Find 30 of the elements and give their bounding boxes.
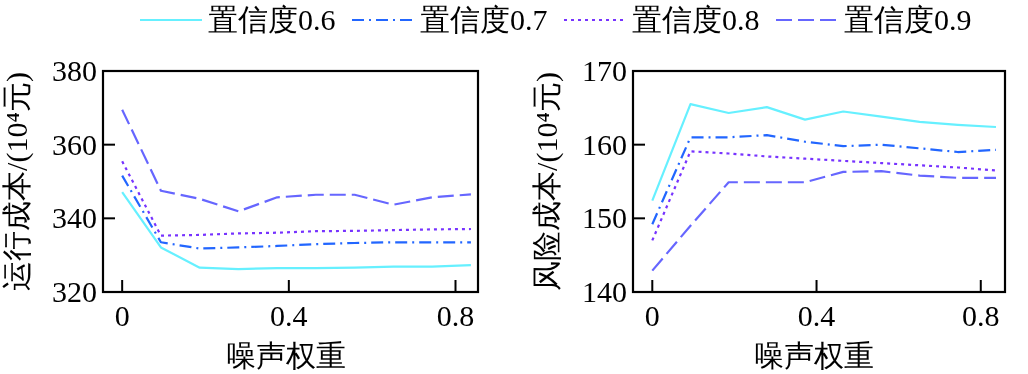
line-series [651, 150, 998, 242]
x-axis-title: 噪声权重 [225, 339, 346, 372]
line-series [651, 103, 998, 202]
x-tick-label: 0.4 [797, 299, 836, 332]
line-series [121, 160, 473, 237]
line-series [121, 108, 473, 213]
line-series [651, 133, 998, 226]
x-tick-label: 0.4 [270, 299, 308, 332]
y-axis-title: 运行成本/(10⁴元) [0, 72, 34, 291]
y-tick-label: 150 [582, 201, 627, 235]
y-axis-title: 风险成本/(10⁴元) [530, 72, 564, 291]
x-axis-title: 噪声权重 [754, 339, 874, 372]
y-tick-label: 160 [582, 127, 627, 161]
y-tick-label: 360 [52, 127, 97, 161]
line-series [651, 170, 998, 272]
x-tick-label: 0.8 [436, 299, 475, 332]
x-tick-label: 0 [114, 299, 130, 332]
x-tick-label: 0.8 [962, 299, 1000, 332]
y-tick-label: 320 [52, 275, 97, 308]
legend-label: 置信度0.7 [420, 3, 548, 36]
legend-label: 置信度0.9 [844, 3, 972, 36]
line-series [121, 174, 473, 250]
y-tick-label: 170 [582, 54, 627, 87]
line-series [121, 191, 473, 271]
y-tick-label: 380 [52, 54, 97, 87]
x-tick-label: 0 [644, 299, 660, 332]
legend-label: 置信度0.6 [208, 3, 336, 36]
y-tick-label: 340 [52, 201, 97, 235]
y-tick-label: 140 [582, 275, 627, 308]
legend-label: 置信度0.8 [632, 3, 760, 36]
